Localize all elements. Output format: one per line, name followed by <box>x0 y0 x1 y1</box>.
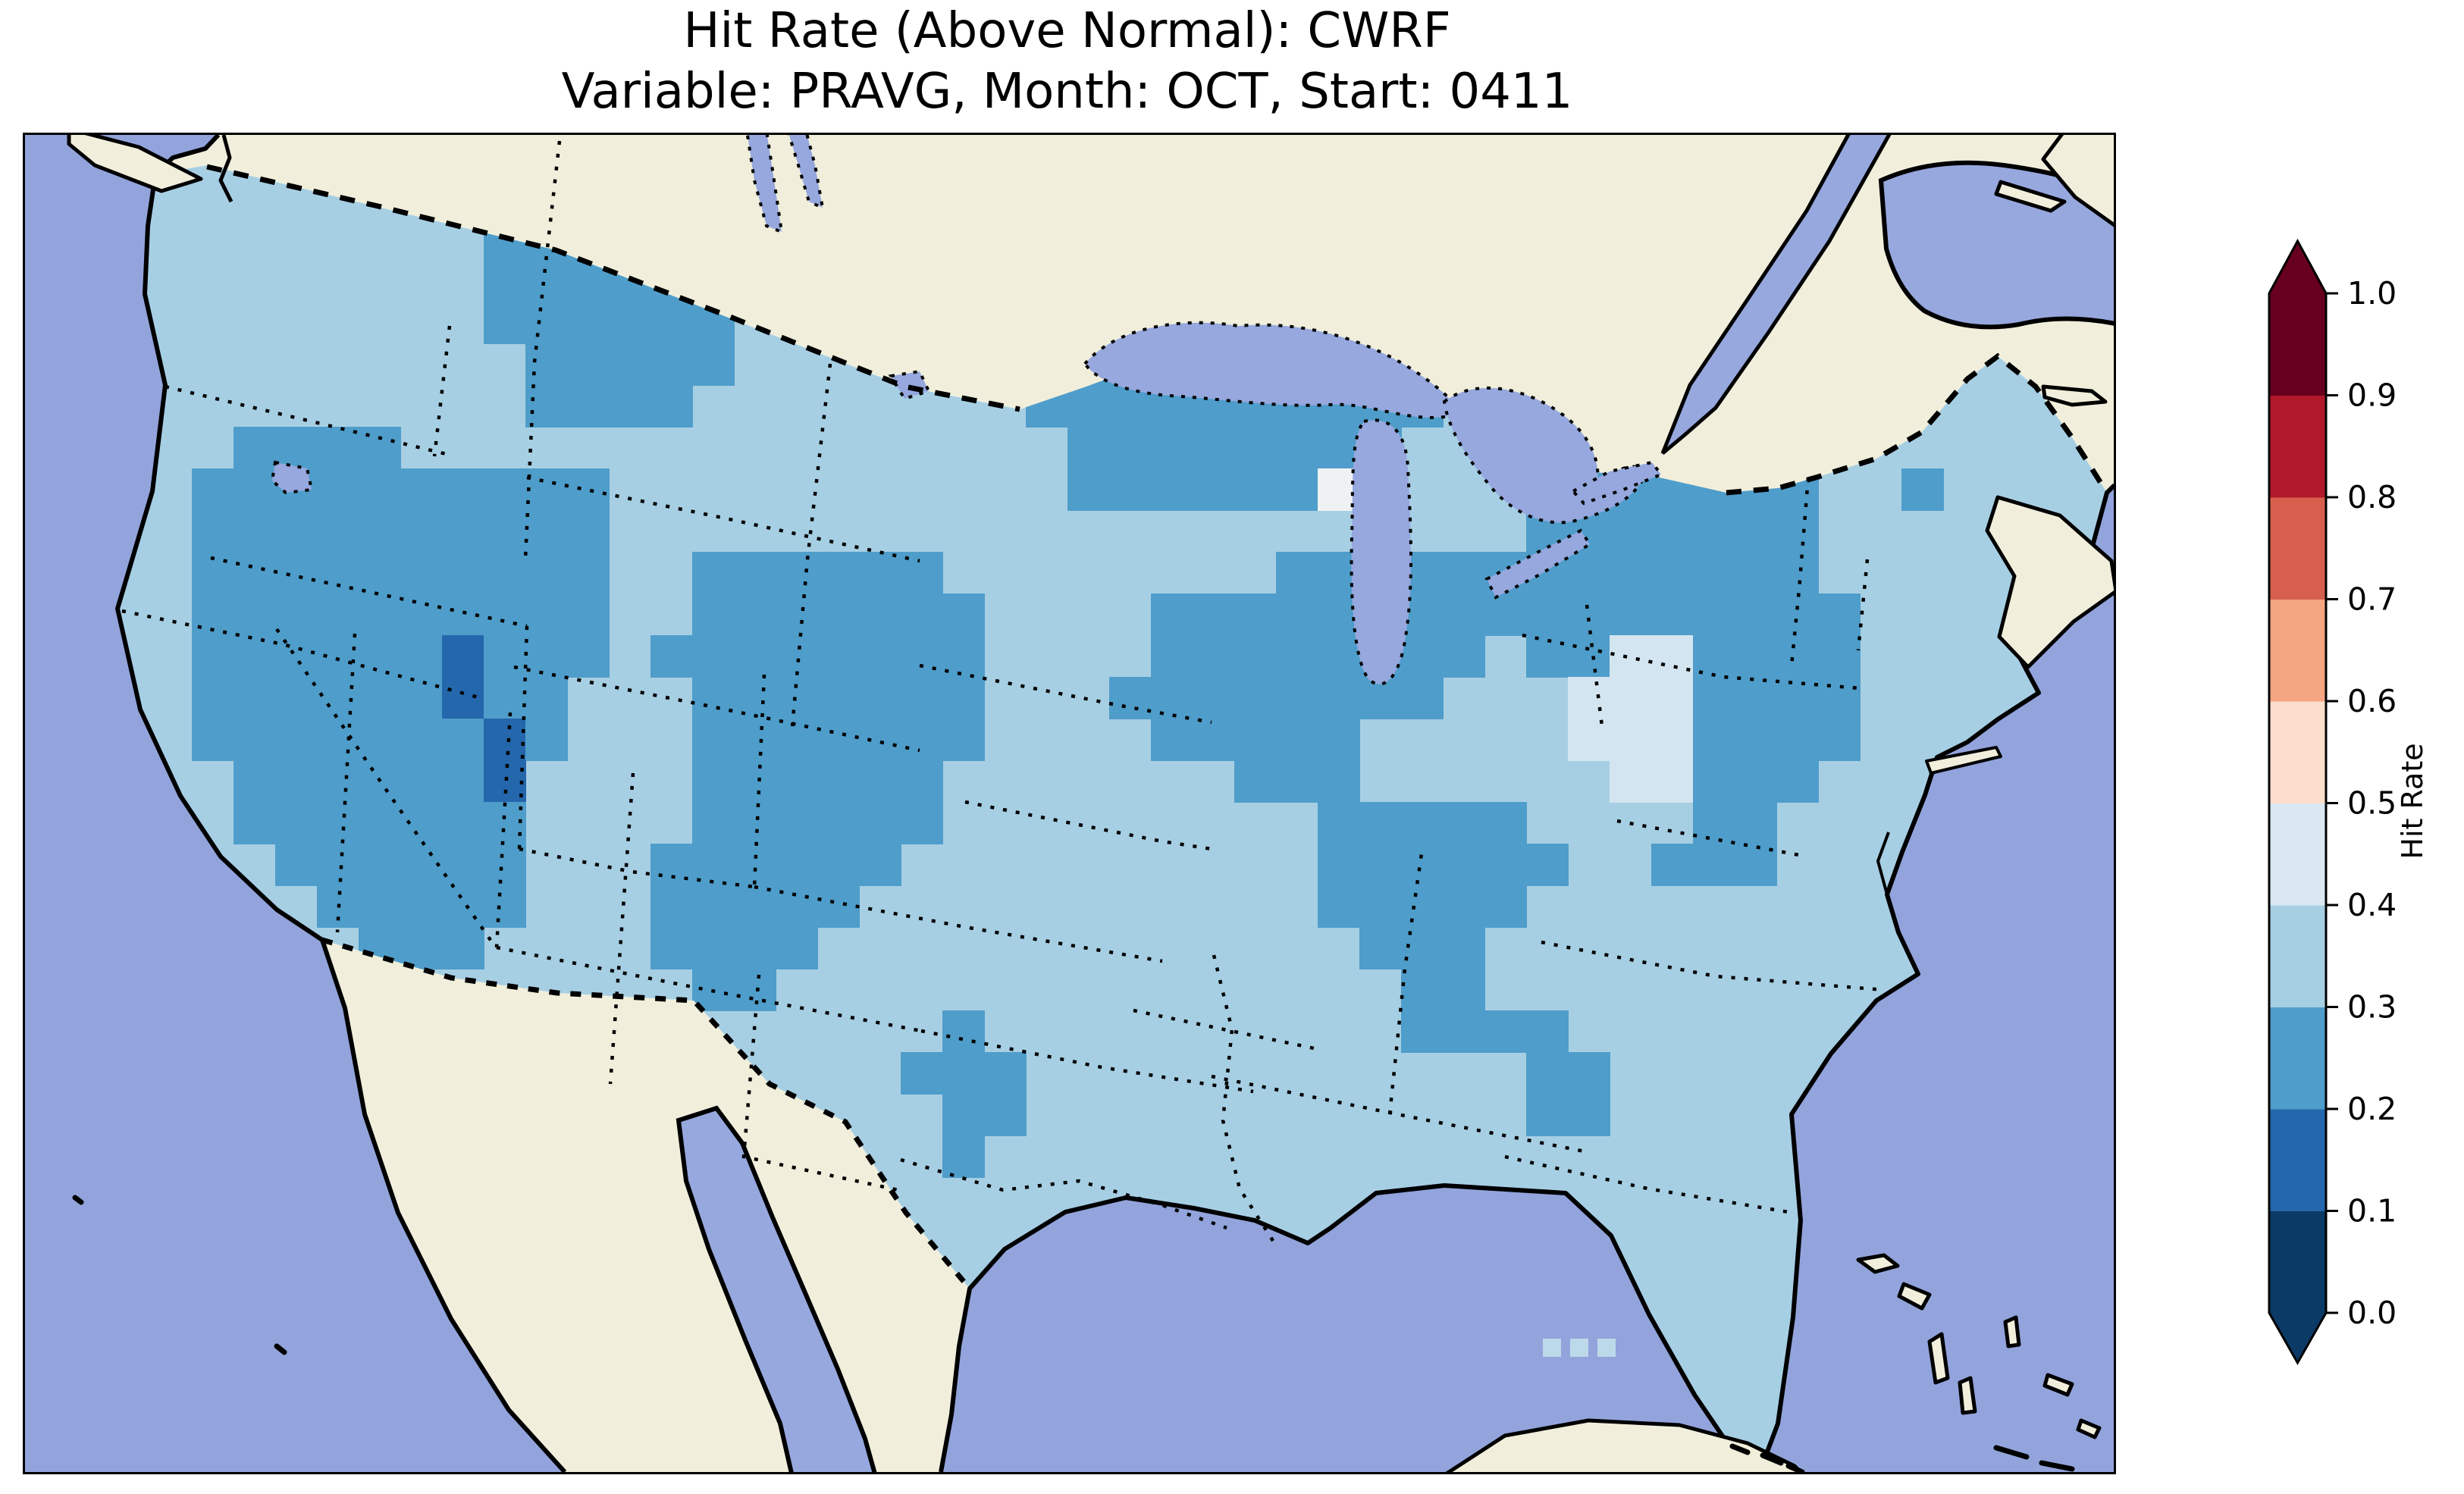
chart-title-line1: Hit Rate (Above Normal): CWRF <box>683 3 1451 59</box>
long-island <box>1925 746 2002 775</box>
colorbar-tick-label: 0.1 <box>2347 1193 2397 1229</box>
us-mexico-border <box>321 937 972 1291</box>
gulf-of-california <box>676 1105 877 1472</box>
vancouver-island <box>67 135 203 193</box>
colorbar-ticks <box>2326 292 2338 1314</box>
gulf-atlantic-coastline <box>939 483 2114 1472</box>
colorbar-tick-label: 0.6 <box>2347 683 2397 719</box>
great-salt-lake <box>270 460 314 495</box>
colorbar: 0.0 0.1 0.2 0.3 0.4 0.5 0.6 0.7 0.8 0.9 1.0 Hit Ra… <box>2268 238 2429 1366</box>
map-canvas <box>23 133 2116 1474</box>
colorbar-tick-labels: 0.0 0.1 0.2 0.3 0.4 0.5 0.6 0.7 0.8 0.9 1.0 <box>2347 275 2397 1331</box>
colorbar-axis-label: Hit Rate <box>2396 743 2429 859</box>
colorbar-tick-label: 1.0 <box>2347 275 2397 312</box>
puget-sound-coast <box>218 135 234 203</box>
colorbar-tick-label: 0.9 <box>2347 377 2397 414</box>
small-island-dashes <box>72 1195 2075 1472</box>
lake-winnipeg <box>745 135 784 235</box>
colorbar-tick-label: 0.5 <box>2347 785 2397 822</box>
lake-superior <box>1083 321 1457 419</box>
prince-edward-island <box>2041 384 2108 407</box>
lake-michigan <box>1350 418 1412 686</box>
us-canada-border-east <box>1726 352 2109 496</box>
islands <box>67 135 2114 1472</box>
chart-title-line2: Variable: PRAVG, Month: OCT, Start: 0411 <box>561 64 1573 120</box>
bahama-island <box>2076 1418 2102 1439</box>
colorbar-tick-label: 0.3 <box>2347 989 2397 1026</box>
lake-erie <box>1484 528 1592 600</box>
anticosti-island <box>1994 180 2067 213</box>
bahama-island <box>1856 1253 1900 1274</box>
colorbar-tick-label: 0.2 <box>2347 1091 2397 1127</box>
cuba <box>1445 1418 1804 1472</box>
nova-scotia <box>1985 495 2114 669</box>
st-lawrence-river <box>1660 135 1892 455</box>
colorbar-tick-label: 0.7 <box>2347 581 2397 618</box>
newfoundland-corner <box>2041 135 2114 227</box>
bahama-island <box>2042 1373 2074 1397</box>
bahama-island <box>1927 1332 1950 1385</box>
chesapeake-detail <box>1876 832 1890 895</box>
bahama-island <box>2003 1315 2021 1348</box>
bahama-island <box>1958 1376 1977 1415</box>
great-lakes <box>270 135 1664 686</box>
bahama-island <box>1897 1282 1932 1311</box>
national-borders <box>206 164 2109 1291</box>
state-boundaries <box>121 140 1885 1245</box>
offshore-data-cells <box>1543 1339 1616 1357</box>
colorbar-tick-label: 0.0 <box>2347 1295 2397 1331</box>
us-canada-border <box>206 164 1020 412</box>
colorbar-segments <box>2269 241 2326 1363</box>
lake-ontario <box>1570 460 1664 506</box>
colorbar-tick-label: 0.8 <box>2347 479 2397 515</box>
lake-manitoba <box>787 135 825 211</box>
colorbar-tick-label: 0.4 <box>2347 887 2397 923</box>
